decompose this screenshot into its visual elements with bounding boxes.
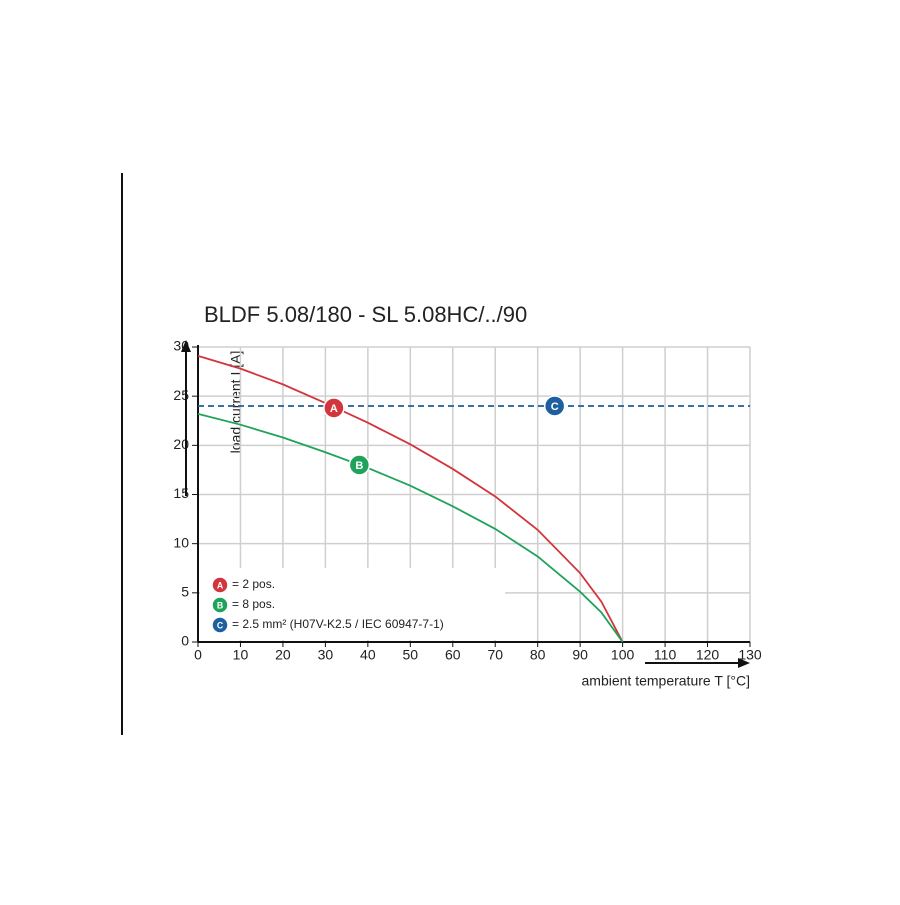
series-marker (543, 395, 566, 417)
x-tick-label: 110 (654, 647, 677, 663)
legend-label: = 2 pos. (232, 577, 275, 591)
y-tick-label: 5 (181, 584, 189, 600)
x-tick-label: 120 (696, 647, 720, 663)
x-tick-label: 100 (611, 647, 635, 663)
y-axis-label: load current I [A] (228, 351, 244, 454)
legend-badge (211, 596, 229, 614)
legend-badge-letter: B (217, 600, 223, 610)
legend-badge (211, 616, 229, 634)
legend-badge-letter: A (217, 580, 224, 590)
legend-box (200, 568, 505, 640)
series-marker (348, 454, 371, 476)
x-tick-label: 40 (360, 647, 376, 663)
legend-badge (211, 576, 229, 594)
legend-badge-letter: C (217, 620, 224, 630)
x-tick-label: 80 (530, 647, 546, 663)
series-marker-letter: B (355, 460, 363, 472)
x-arrow-head (738, 658, 750, 668)
series-marker-letter: C (551, 401, 559, 413)
legend-label: = 2.5 mm² (H07V-K2.5 / IEC 60947-7-1) (232, 617, 444, 631)
x-tick-label: 30 (318, 647, 334, 663)
chart-title: BLDF 5.08/180 - SL 5.08HC/../90 (204, 302, 527, 327)
x-axis-label: ambient temperature T [°C] (582, 673, 751, 689)
x-tick-label: 60 (445, 647, 461, 663)
x-tick-label: 20 (275, 647, 291, 663)
x-tick-label: 50 (403, 647, 419, 663)
x-tick-label: 0 (194, 647, 202, 663)
y-tick-label: 0 (181, 633, 189, 649)
x-tick-label: 130 (738, 647, 762, 663)
x-tick-label: 70 (487, 647, 503, 663)
series-marker-letter: A (330, 403, 338, 415)
x-tick-label: 10 (233, 647, 249, 663)
legend-label: = 8 pos. (232, 597, 275, 611)
y-arrow-head (181, 340, 191, 352)
series-line (197, 412, 624, 643)
y-tick-label: 10 (173, 534, 189, 550)
x-tick-label: 90 (572, 647, 588, 663)
series-marker (323, 397, 345, 419)
series-line (197, 354, 624, 643)
